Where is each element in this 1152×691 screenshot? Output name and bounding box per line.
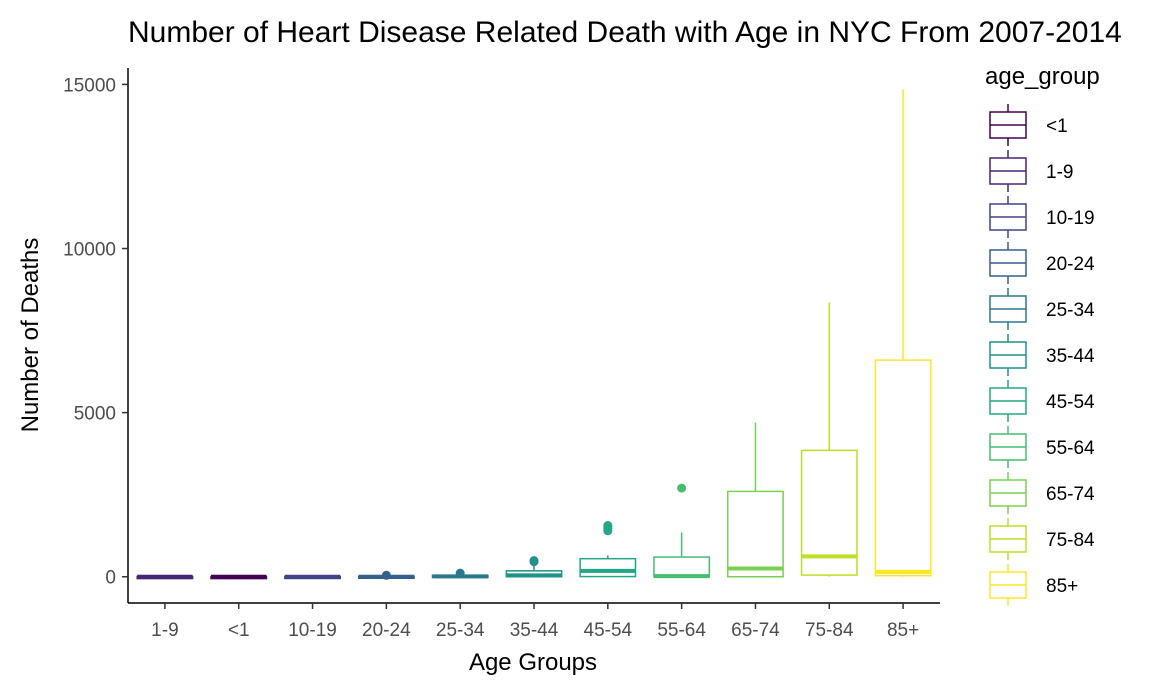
x-tick-label: 20-24 [362,620,411,641]
legend-item-35-44: 35-44 [989,334,1095,376]
legend-item-1-9: 1-9 [989,150,1073,192]
legend-items: <1 1-9 10-19 20-24 25-34 35-44 45-54 55-64 65-74… [989,104,1095,606]
x-tick-label: 65-74 [731,620,780,641]
legend-label: 75-84 [1046,530,1095,551]
legend-label: 85+ [1046,576,1078,597]
chart-title: Number of Heart Disease Related Death wi… [128,16,1122,49]
box-iqr [653,556,711,578]
box-35-44 [505,556,563,578]
box-45-54 [579,521,637,578]
legend-label: 55-64 [1046,438,1095,459]
x-axis-ticks: 1-9 <1 10-19 20-24 25-34 35-44 45-54 55-64 65-74… [151,603,919,641]
x-tick-label: <1 [228,620,250,641]
legend-label: 10-19 [1046,208,1095,229]
box-75-84 [800,302,858,577]
legend-item-<1: <1 [989,104,1068,146]
legend-item-85+: 85+ [989,564,1078,606]
box-55-64 [653,483,711,579]
legend: age_group <1 1-9 10-19 20-24 25-34 35-44 45-54… [985,63,1100,606]
legend-label: 45-54 [1046,392,1095,413]
x-tick-label: 45-54 [584,620,633,641]
box-85+ [874,89,932,577]
x-axis-title: Age Groups [469,649,597,676]
legend-label: 1-9 [1046,162,1073,183]
box-iqr [800,449,858,576]
outlier-point [455,568,465,578]
x-tick-label: 85+ [887,620,919,641]
outlier-point [529,556,539,566]
plot-area [136,89,932,580]
box-1-9 [136,574,194,580]
legend-item-10-19: 10-19 [989,196,1095,238]
x-tick-label: 1-9 [151,620,178,641]
legend-item-75-84: 75-84 [989,518,1095,560]
legend-title: age_group [985,63,1100,90]
legend-label: 25-34 [1046,300,1095,321]
y-axis-ticks: 0 5000 10000 15000 [63,75,128,589]
outlier-point [381,570,391,580]
legend-label: <1 [1046,116,1068,137]
box-iqr [727,490,784,578]
box-<1 [210,574,268,580]
x-tick-label: 55-64 [657,620,706,641]
outlier-point [677,483,687,493]
box-10-19 [284,574,341,580]
x-tick-label: 75-84 [805,620,854,641]
x-tick-label: 10-19 [288,620,337,641]
y-tick-label: 10000 [63,240,116,261]
box-20-24 [357,570,415,580]
legend-item-20-24: 20-24 [989,242,1095,284]
legend-label: 65-74 [1046,484,1095,505]
y-tick-label: 5000 [74,404,116,425]
legend-item-65-74: 65-74 [989,472,1095,514]
legend-item-45-54: 45-54 [989,380,1095,422]
y-tick-label: 0 [105,568,116,589]
box-iqr [579,557,637,578]
y-tick-label: 15000 [63,75,116,96]
x-tick-label: 25-34 [436,620,485,641]
legend-item-25-34: 25-34 [989,288,1095,330]
x-tick-label: 35-44 [510,620,559,641]
outlier-point [603,521,613,531]
box-65-74 [727,422,784,578]
box-25-34 [431,568,489,579]
box-iqr [874,359,932,577]
legend-label: 35-44 [1046,346,1095,367]
y-axis-title: Number of Deaths [17,238,44,433]
legend-item-55-64: 55-64 [989,426,1095,468]
legend-label: 20-24 [1046,254,1095,275]
